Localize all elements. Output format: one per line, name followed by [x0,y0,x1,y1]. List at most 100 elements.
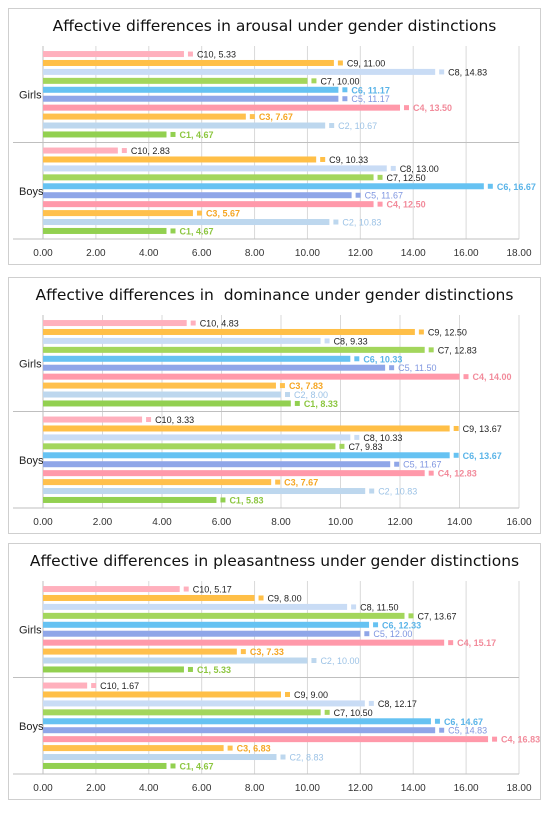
label-key-marker [240,649,246,655]
label-key-marker [280,754,286,760]
x-tick-label: 0.00 [33,517,53,528]
data-label: C4, 15.17 [457,638,496,648]
data-label: C5, 11.50 [398,363,436,373]
chart-panel-pleasantness: Affective differences in pleasantness un… [8,543,541,800]
label-key-marker [146,417,152,423]
label-key-marker [324,338,330,344]
label-key-marker [170,131,176,137]
label-key-marker [91,683,97,689]
data-label: C7, 10.00 [320,76,359,86]
data-label: C10, 5.17 [193,585,232,595]
group-label: Girls [19,358,42,370]
data-label: C6, 14.67 [444,717,483,727]
bar-girls-c8 [43,603,348,610]
x-tick-label: 0.00 [33,248,53,259]
bar-boys-c8 [43,165,387,172]
label-key-marker [448,640,454,646]
data-label: C9, 8.00 [268,593,302,603]
label-key-marker [453,425,459,431]
x-tick-label: 6.00 [192,248,212,259]
label-key-marker [170,763,176,769]
bar-girls-c2 [43,122,326,129]
bar-girls-c7 [43,77,308,84]
label-key-marker [389,365,395,371]
label-key-marker [311,78,317,84]
bar-girls-c7 [43,346,425,353]
x-tick-label: 8.00 [245,783,265,794]
x-tick-label: 4.00 [152,517,172,528]
data-label: C2, 8.00 [294,390,328,400]
label-key-marker [453,452,459,458]
label-key-marker [439,69,445,75]
data-label: C8, 9.33 [334,336,368,346]
bar-girls-c1 [43,400,291,407]
bar-girls-c8 [43,337,321,344]
x-tick-label: 16.00 [454,248,479,259]
bar-boys-c5 [43,727,436,734]
x-tick-label: 8.00 [271,517,291,528]
x-tick-label: 14.00 [447,517,472,528]
label-key-marker [377,201,383,207]
label-key-marker [404,105,409,111]
label-key-marker [463,374,469,380]
label-key-marker [285,691,290,697]
bar-girls-c5 [43,95,339,102]
x-tick-label: 14.00 [401,248,426,259]
data-label: C8, 12.17 [378,699,417,709]
data-label: C4, 12.83 [438,469,477,479]
bar-boys-c3 [43,210,193,217]
label-key-marker [364,631,370,637]
chart-panel-dominance: Affective differences in dominance under… [8,277,541,534]
bar-boys-c9 [43,425,450,432]
label-key-marker [354,434,360,440]
bar-boys-c4 [43,201,374,208]
data-label: C2, 8.83 [290,753,324,763]
bar-girls-c3 [43,648,237,655]
x-tick-label: 12.00 [387,517,412,528]
label-key-marker [285,392,290,398]
data-label: C9, 10.33 [329,155,368,165]
label-key-marker [279,383,285,389]
data-label: C3, 7.67 [284,478,318,488]
group-label: Girls [19,89,42,101]
bar-girls-c1 [43,131,167,138]
data-label: C6, 11.17 [351,85,390,95]
x-tick-label: 18.00 [506,783,531,794]
bar-girls-c2 [43,391,281,398]
data-label: C1, 4.67 [179,761,213,771]
x-tick-label: 4.00 [139,783,159,794]
x-tick-label: 12.00 [348,248,373,259]
label-key-marker [220,497,226,503]
label-key-marker [390,165,396,171]
data-label: C8, 14.83 [448,67,487,77]
label-key-marker [368,700,374,706]
label-key-marker [408,613,414,619]
bar-girls-c10 [43,320,187,327]
data-label: C2, 10.67 [338,121,377,131]
data-label: C7, 12.83 [438,345,477,355]
bar-girls-c9 [43,594,255,601]
data-label: C10, 4.83 [200,319,239,329]
x-tick-label: 12.00 [348,783,373,794]
bar-girls-c3 [43,113,246,120]
group-label: Boys [19,186,44,198]
x-tick-label: 8.00 [245,248,265,259]
bar-boys-c7 [43,709,321,716]
bar-boys-c3 [43,745,224,752]
x-tick-label: 14.00 [401,783,426,794]
label-key-marker [351,604,357,610]
x-tick-label: 10.00 [328,517,353,528]
bar-girls-c6 [43,621,370,628]
bar-boys-c6 [43,718,431,725]
bar-girls-c5 [43,364,386,371]
bar-boys-c1 [43,762,167,769]
data-label: C10, 3.33 [155,415,194,425]
bar-girls-c9 [43,328,415,335]
bar-boys-c2 [43,219,330,226]
data-label: C3, 7.83 [289,381,323,391]
bar-boys-c7 [43,443,336,450]
data-label: C5, 12.00 [373,629,412,639]
group-label: Boys [19,455,44,467]
label-key-marker [428,470,434,476]
data-label: C6, 12.33 [382,620,421,630]
